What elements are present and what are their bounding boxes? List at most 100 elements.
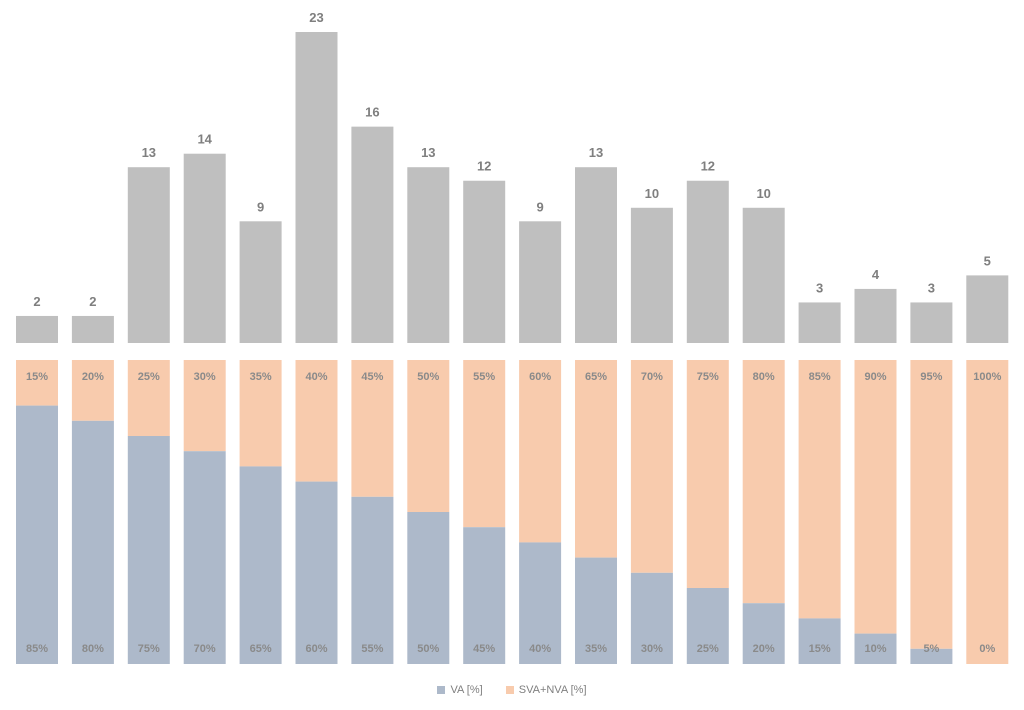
count-label: 5 (984, 253, 991, 268)
sva-nva-bar (966, 360, 1009, 664)
va-label: 10% (864, 643, 886, 655)
va-label: 30% (641, 643, 663, 655)
count-label: 3 (928, 280, 935, 295)
sva-nva-label: 25% (138, 371, 160, 383)
count-bar (910, 302, 953, 343)
count-bar (798, 302, 841, 343)
count-label: 10 (645, 186, 659, 201)
sva-nva-bar (910, 360, 953, 649)
legend-swatch-va (437, 686, 446, 694)
va-label: 35% (585, 643, 607, 655)
sva-nva-label: 80% (753, 371, 775, 383)
va-label: 20% (753, 643, 775, 655)
va-bar (295, 481, 338, 664)
va-label: 60% (305, 643, 327, 655)
count-bar (575, 167, 617, 343)
sva-nva-bar (630, 360, 673, 573)
count-bar (686, 180, 729, 343)
sva-nva-bar (16, 360, 58, 406)
sva-nva-label: 15% (26, 371, 48, 383)
sva-nva-bar (463, 360, 506, 528)
va-label: 25% (697, 643, 719, 655)
count-bar (127, 167, 170, 343)
sva-nva-label: 85% (809, 371, 831, 383)
count-bar (71, 315, 114, 343)
count-label: 12 (477, 159, 491, 174)
sva-nva-label: 90% (864, 371, 886, 383)
va-bar (127, 436, 170, 664)
sva-nva-label: 45% (361, 371, 383, 383)
count-bar (407, 167, 450, 343)
sva-nva-label: 55% (473, 371, 495, 383)
va-label: 75% (138, 643, 160, 655)
sva-nva-bar (295, 360, 338, 482)
va-label: 70% (194, 643, 216, 655)
va-label: 85% (26, 643, 48, 655)
sva-nva-label: 70% (641, 371, 663, 383)
sva-nva-bar (351, 360, 394, 497)
sva-nva-bar (239, 360, 282, 467)
va-bar (742, 603, 785, 664)
sva-nva-bar (127, 360, 170, 436)
sva-nva-label: 60% (529, 371, 551, 383)
count-label: 2 (89, 294, 96, 309)
legend-label-va: VA [%] (450, 684, 483, 696)
va-bar (463, 527, 506, 664)
sva-nva-bar (742, 360, 785, 604)
count-bar (183, 153, 226, 343)
va-bar (686, 588, 729, 664)
sva-nva-bar (854, 360, 897, 634)
count-bar (519, 221, 562, 343)
va-bar (16, 405, 58, 664)
count-label: 14 (197, 132, 212, 147)
sva-nva-bar (686, 360, 729, 588)
count-bar (742, 207, 785, 343)
sva-nva-bar (407, 360, 450, 512)
sva-nva-label: 40% (305, 371, 327, 383)
va-label: 5% (923, 643, 939, 655)
sva-nva-label: 95% (920, 371, 942, 383)
va-label: 40% (529, 643, 551, 655)
count-bar (351, 126, 394, 343)
count-label: 12 (701, 159, 715, 174)
sva-nva-label: 35% (250, 371, 272, 383)
va-label: 55% (361, 643, 383, 655)
count-bar (239, 221, 282, 343)
count-label: 3 (816, 280, 823, 295)
count-bar (630, 207, 673, 343)
legend-item-sva-nva: SVA+NVA [%] (505, 684, 587, 696)
va-bar (910, 648, 953, 664)
va-bar (630, 572, 673, 664)
count-bar (966, 275, 1009, 343)
count-bar (16, 315, 58, 343)
va-bar (575, 557, 617, 664)
sva-nva-bar (798, 360, 841, 619)
count-label: 4 (872, 267, 880, 282)
count-label: 2 (33, 294, 40, 309)
legend-label-sva-nva: SVA+NVA [%] (518, 684, 587, 696)
va-bar (183, 451, 226, 664)
sva-nva-label: 65% (585, 371, 607, 383)
count-bar (295, 32, 338, 343)
sva-nva-label: 75% (697, 371, 719, 383)
va-label: 80% (82, 643, 104, 655)
sva-nva-bar (183, 360, 226, 452)
legend-item-va: VA [%] (437, 684, 483, 696)
sva-nva-label: 30% (194, 371, 216, 383)
count-label: 10 (756, 186, 770, 201)
va-label: 0% (979, 643, 995, 655)
count-label: 23 (309, 10, 323, 25)
va-label: 45% (473, 643, 495, 655)
sva-nva-label: 20% (82, 371, 104, 383)
legend: VA [%] SVA+NVA [%] (0, 684, 1024, 697)
va-bar (407, 512, 450, 664)
sva-nva-label: 100% (973, 371, 1001, 383)
count-label: 9 (257, 199, 264, 214)
sva-nva-bar (519, 360, 562, 543)
va-label: 15% (809, 643, 831, 655)
va-bar (798, 618, 841, 664)
count-label: 16 (365, 105, 379, 120)
legend-swatch-sva-nva (505, 686, 514, 694)
count-label: 13 (421, 145, 435, 160)
